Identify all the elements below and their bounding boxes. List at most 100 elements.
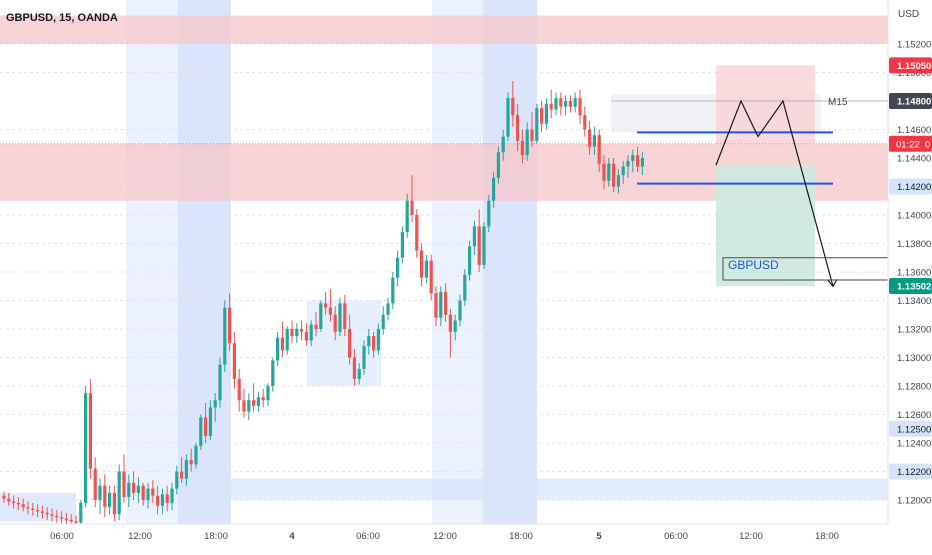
candle-body xyxy=(189,460,193,465)
candle-body xyxy=(285,329,289,351)
candle-body xyxy=(516,115,520,141)
candle-body xyxy=(271,360,275,386)
currency-label: USD xyxy=(898,9,919,20)
candle-body xyxy=(252,400,256,406)
candle-body xyxy=(583,115,587,130)
candle-body xyxy=(362,346,366,369)
countdown-label: 01:22 xyxy=(896,139,920,150)
price-badge-label: 1.15050 xyxy=(897,61,931,72)
candle-body xyxy=(636,155,640,167)
price-tick-label: 1.13600 xyxy=(897,268,931,279)
candle-body xyxy=(621,166,625,176)
candles xyxy=(2,81,644,529)
candle-body xyxy=(242,400,246,412)
candle-body xyxy=(463,274,467,301)
time-tick-label: 18:00 xyxy=(204,531,228,542)
chart-background xyxy=(126,0,537,524)
price-badge xyxy=(889,178,932,195)
price-tick-label: 1.12400 xyxy=(897,439,931,450)
candle-body xyxy=(276,337,280,361)
candle-body xyxy=(50,514,54,516)
candle-body xyxy=(372,336,376,351)
candle-body xyxy=(607,163,611,181)
time-tick-label: 06:00 xyxy=(356,531,380,542)
candle-body xyxy=(237,378,241,401)
candle-body xyxy=(74,521,78,523)
candle-body xyxy=(568,101,572,107)
candle-body xyxy=(180,471,184,479)
candle-body xyxy=(367,336,371,347)
candle-body xyxy=(424,260,428,278)
candle-body xyxy=(458,300,462,321)
candle-body xyxy=(93,468,97,500)
candle-body xyxy=(338,303,342,332)
time-tick-label: 4 xyxy=(289,531,295,542)
price-axis: 1.15200 1.15000 1.14600 1.14400 1.14200 1.140… xyxy=(887,0,932,550)
candle-body xyxy=(444,291,448,315)
candle-body xyxy=(218,364,222,401)
time-tick-label: 06:00 xyxy=(664,531,688,542)
candle-body xyxy=(506,98,510,137)
candle-body xyxy=(300,329,304,332)
candle-body xyxy=(204,417,208,436)
candle-body xyxy=(69,519,73,522)
candle-body xyxy=(357,368,361,379)
time-tick-label: 12:00 xyxy=(128,531,152,542)
candle-body xyxy=(544,103,548,124)
time-tick-label: 5 xyxy=(596,531,602,542)
price-tick-label: 1.12000 xyxy=(897,496,931,507)
candle-body xyxy=(391,277,395,304)
projection-arrowhead xyxy=(827,278,838,288)
countdown-suffix: 0 xyxy=(925,139,930,150)
candle-body xyxy=(213,400,217,408)
candle-body xyxy=(295,329,299,337)
price-badge-label: 1.14800 xyxy=(897,97,931,108)
price-badge-label: 1.12200 xyxy=(897,467,931,478)
candle-body xyxy=(554,98,558,110)
price-tick-label: 1.15200 xyxy=(897,40,931,51)
candle-body xyxy=(98,485,102,500)
stop-loss-box xyxy=(716,65,815,166)
candle-body xyxy=(549,103,553,110)
candle-body xyxy=(477,226,481,265)
candle-body xyxy=(333,314,337,332)
price-tick-label: 1.13000 xyxy=(897,353,931,364)
candle-body xyxy=(381,314,385,329)
session-shade xyxy=(178,0,231,524)
candle-body xyxy=(626,160,630,167)
time-tick-label: 18:00 xyxy=(509,531,533,542)
session-shade xyxy=(126,0,178,524)
price-tick-label: 1.14000 xyxy=(897,211,931,222)
candle-body xyxy=(564,101,568,107)
candle-body xyxy=(156,495,160,506)
candle-body xyxy=(165,494,169,503)
candle-body xyxy=(420,250,424,278)
candle-body xyxy=(136,485,140,493)
candle-body xyxy=(151,488,155,496)
candle-body xyxy=(247,400,251,412)
price-tick-label: 1.13200 xyxy=(897,325,931,336)
candle-body xyxy=(304,331,308,341)
candle-body xyxy=(559,98,563,107)
candle-body xyxy=(280,337,284,351)
price-badge xyxy=(889,277,932,294)
candle-body xyxy=(415,215,419,251)
candle-body xyxy=(530,129,534,141)
candle-body xyxy=(160,494,164,506)
candle-body xyxy=(597,135,601,164)
candle-body xyxy=(501,136,505,153)
m15-label: M15 xyxy=(828,97,848,108)
candle-body xyxy=(108,492,112,508)
price-tick-label: 1.14600 xyxy=(897,125,931,136)
candle-body xyxy=(146,488,150,500)
candle-body xyxy=(400,232,404,258)
symbol-title: GBPUSD, 15, OANDA xyxy=(6,12,118,24)
candle-body xyxy=(2,495,6,499)
candle-body xyxy=(439,291,443,318)
candle-body xyxy=(127,482,131,498)
candle-body xyxy=(434,293,438,318)
candle-body xyxy=(194,445,198,465)
candle-body xyxy=(88,393,92,469)
